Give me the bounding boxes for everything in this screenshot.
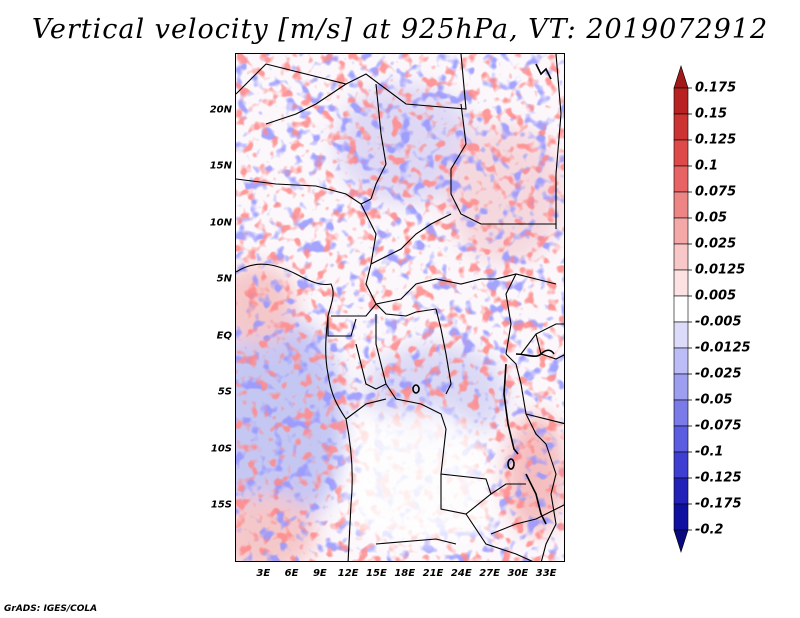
colorbar-arrow-top	[673, 65, 689, 89]
colorbar-swatch	[673, 113, 689, 141]
page-title: Vertical velocity [m/s] at 925hPa, VT: 2…	[31, 14, 769, 45]
colorbar-label: 0.0125	[695, 262, 746, 278]
colorbar-label: 0.1	[695, 158, 719, 174]
credit-label: GrADS: IGES/COLA	[4, 604, 98, 614]
colorbar-label: -0.075	[695, 418, 742, 434]
colorbar-swatch	[673, 243, 689, 271]
longitude-label: 27E	[479, 568, 500, 579]
longitude-label: 30E	[507, 568, 529, 579]
colorbar-swatch	[673, 477, 689, 505]
colorbar-swatch	[673, 191, 689, 219]
lakes	[412, 63, 555, 525]
longitude-label: 9E	[312, 568, 327, 579]
latitude-label: 15N	[209, 160, 232, 172]
latitude-label: 10S	[210, 443, 232, 455]
colorbar-label: -0.05	[695, 392, 733, 408]
colorbar-swatch	[673, 217, 689, 245]
colorbar-swatch	[673, 451, 689, 479]
colorbar-swatch	[673, 347, 689, 375]
colorbar-swatch	[673, 399, 689, 427]
colorbar-label: -0.005	[695, 314, 742, 330]
longitude-label: 12E	[337, 568, 359, 579]
latitude-label: 15S	[210, 499, 232, 511]
colorbar-swatch	[673, 295, 689, 323]
colorbar-label: -0.1	[695, 444, 724, 460]
longitude-label: 21E	[422, 568, 444, 579]
colorbar-swatch	[673, 139, 689, 167]
colorbar-arrow-bottom	[673, 529, 689, 553]
colorbar-label: -0.175	[695, 496, 742, 512]
colorbar-swatch	[673, 165, 689, 193]
colorbar-swatch	[673, 87, 689, 115]
colorbar-label: -0.125	[695, 470, 742, 486]
colorbar-swatch	[673, 373, 689, 401]
colorbar-label: 0.125	[695, 132, 737, 148]
longitude-label: 15E	[366, 568, 387, 579]
longitude-label: 33E	[535, 568, 557, 579]
map-frame	[235, 53, 565, 562]
colorbar-label: 0.005	[695, 288, 737, 304]
latitude-label: 5N	[216, 273, 232, 285]
colorbar-label: -0.0125	[695, 340, 751, 356]
longitude-label: 18E	[394, 568, 416, 579]
colorbar-swatch	[673, 425, 689, 453]
longitude-label: 6E	[284, 568, 299, 579]
colorbar-label: 0.175	[695, 80, 737, 96]
velocity-map	[236, 54, 564, 561]
colorbar-swatch	[673, 269, 689, 297]
colorbar-label: 0.025	[695, 236, 737, 252]
colorbar-label: -0.025	[695, 366, 742, 382]
colorbar-label: 0.05	[695, 210, 728, 226]
colorbar-label: 0.075	[695, 184, 737, 200]
colorbar-swatch	[673, 321, 689, 349]
latitude-label: 10N	[209, 217, 232, 229]
latitude-label: 5S	[217, 386, 232, 398]
latitude-label: 20N	[209, 104, 232, 116]
colorbar-label: -0.2	[695, 522, 724, 538]
latitude-label: EQ	[216, 330, 232, 342]
longitude-label: 3E	[256, 568, 271, 579]
country-borders	[236, 54, 564, 561]
calm-region	[346, 409, 491, 544]
colorbar-label: 0.15	[695, 106, 728, 122]
longitude-label: 24E	[450, 568, 472, 579]
colorbar-swatch	[673, 503, 689, 531]
